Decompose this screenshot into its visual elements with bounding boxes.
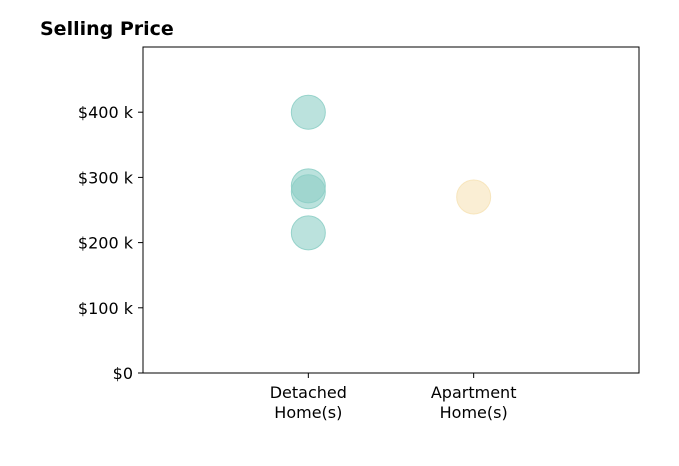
data-point	[456, 179, 492, 215]
y-axis: $0 $100 k $200 k $300 k $400 k	[78, 103, 143, 383]
data-point	[290, 174, 326, 210]
x-tick-label: Apartment Home(s)	[431, 383, 517, 422]
y-tick-label: $300 k	[78, 168, 134, 187]
data-point	[290, 94, 326, 130]
x-axis: Detached Home(s) Apartment Home(s)	[270, 373, 517, 422]
y-tick-label: $200 k	[78, 234, 134, 253]
data-point	[290, 215, 326, 251]
plot-frame	[142, 46, 640, 374]
chart-marks	[290, 94, 492, 251]
x-tick-label: Detached Home(s)	[270, 383, 347, 422]
y-tick-label: $100 k	[78, 299, 134, 318]
y-tick-label: $0	[113, 364, 133, 383]
y-tick-label: $400 k	[78, 103, 134, 122]
chart-title: Selling Price	[40, 18, 174, 40]
